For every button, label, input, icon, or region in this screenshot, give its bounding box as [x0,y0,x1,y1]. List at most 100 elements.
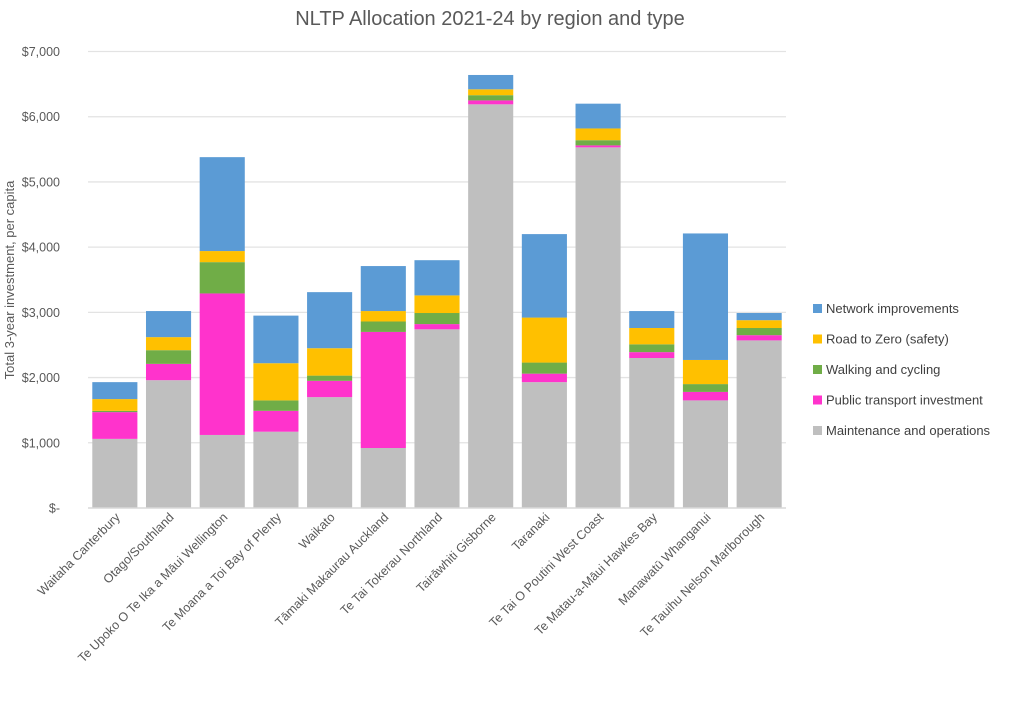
bar-stack [307,292,353,508]
bar-segment-road-to-zero-safety [736,320,782,329]
legend: Network improvements Road to Zero (safety… [813,301,991,438]
bar-stack [92,382,138,508]
y-tick-label: $2,000 [22,371,60,385]
bar-segment-maintenance-and-operations [629,358,675,508]
y-tick-label: $- [49,502,60,516]
bar-stack [736,313,782,508]
bar-segment-walking-and-cycling [360,321,406,332]
legend-label: Road to Zero (safety) [826,332,949,347]
y-axis-label: Total 3-year investment, per capita [2,180,17,379]
bar-stack [468,74,514,508]
bar-segment-public-transport-investment [414,324,460,330]
bar-segment-road-to-zero-safety [145,337,192,351]
bar-segment-public-transport-investment [145,363,192,381]
bar-segment-road-to-zero-safety [468,89,514,96]
bar-stack [199,157,245,508]
bar-segment-walking-and-cycling [629,344,675,353]
bar-segment-public-transport-investment [736,335,782,341]
bar-segment-network-improvements [253,315,299,364]
bar-segment-network-improvements [199,157,245,252]
bar-segment-maintenance-and-operations [360,448,406,508]
y-tick-label: $7,000 [22,45,60,59]
bar-segment-network-improvements [521,234,567,318]
y-tick-label: $5,000 [22,175,60,189]
bar-stack [521,234,567,508]
x-tick-label: Te Moana a Toi Bay of Plenty [160,510,285,635]
bar-segment-maintenance-and-operations [307,397,353,508]
bar-segment-walking-and-cycling [521,362,567,374]
bar-segment-public-transport-investment [307,380,353,398]
bar-segment-maintenance-and-operations [92,438,138,508]
legend-item: Maintenance and operations [813,423,991,438]
bar-segment-walking-and-cycling [92,410,138,413]
bar-segment-road-to-zero-safety [199,251,245,263]
bar-segment-public-transport-investment [253,410,299,432]
bar-segment-maintenance-and-operations [145,380,192,508]
bar-segment-public-transport-investment [199,293,245,435]
bar-segment-network-improvements [682,233,729,360]
legend-item: Walking and cycling [813,362,940,377]
bar-segment-maintenance-and-operations [468,104,514,508]
legend-swatch [813,426,822,435]
bar-stack [360,266,406,508]
bar-segment-walking-and-cycling [468,95,514,101]
legend-item: Road to Zero (safety) [813,332,949,347]
bar-segment-public-transport-investment [629,352,675,359]
legend-item: Network improvements [813,301,959,316]
x-tick-label: Te Tai Tokerau Northland [338,510,445,617]
legend-label: Network improvements [826,301,959,316]
bar-segment-maintenance-and-operations [414,329,460,508]
bar-segment-network-improvements [629,311,675,329]
bar-segment-walking-and-cycling [414,313,460,325]
legend-label: Walking and cycling [826,362,940,377]
bar-segment-maintenance-and-operations [253,431,299,508]
bar-segment-road-to-zero-safety [629,328,675,345]
bar-segment-network-improvements [414,260,460,296]
x-tick-label: Taranaki [509,510,552,553]
bar-stack [145,311,192,508]
bar-segment-walking-and-cycling [199,262,245,294]
bar-segment-road-to-zero-safety [575,128,621,141]
bar-segment-network-improvements [92,382,138,400]
y-tick-label: $1,000 [22,436,60,450]
bar-segment-network-improvements [307,292,353,349]
legend-swatch [813,334,822,344]
bars [92,74,782,509]
bar-stack [575,103,621,509]
bar-segment-road-to-zero-safety [253,363,299,401]
bar-stack [682,233,729,508]
bar-segment-maintenance-and-operations [736,340,782,508]
bar-stack [629,311,675,508]
x-tick-label: Waikato [296,510,338,552]
bar-segment-walking-and-cycling [736,328,782,336]
bar-stack [414,260,460,508]
bar-segment-road-to-zero-safety [682,359,729,385]
legend-label: Maintenance and operations [826,423,991,438]
bar-segment-road-to-zero-safety [414,295,460,314]
bar-segment-walking-and-cycling [145,350,192,364]
bar-segment-maintenance-and-operations [682,400,729,508]
y-tick-label: $6,000 [22,110,60,124]
bar-segment-public-transport-investment [575,145,621,148]
bar-segment-road-to-zero-safety [360,311,406,322]
chart-title: NLTP Allocation 2021-24 by region and ty… [295,8,685,30]
bar-segment-network-improvements [468,74,514,90]
legend-swatch [813,395,822,405]
bar-segment-public-transport-investment [92,412,138,439]
bar-segment-road-to-zero-safety [307,348,353,376]
legend-label: Public transport investment [826,393,983,408]
legend-swatch [813,365,822,374]
bar-segment-public-transport-investment [468,100,514,105]
bar-segment-walking-and-cycling [682,384,729,392]
bar-segment-network-improvements [736,313,782,321]
bar-stack [253,315,299,508]
x-tick-label: Manawatū Whanganui [616,510,714,608]
legend-swatch [813,304,822,313]
bar-segment-walking-and-cycling [575,140,621,146]
bar-segment-network-improvements [145,311,192,338]
bar-segment-walking-and-cycling [307,375,353,381]
legend-item: Public transport investment [813,393,983,408]
bar-segment-public-transport-investment [521,373,567,383]
y-tick-label: $4,000 [22,241,60,255]
